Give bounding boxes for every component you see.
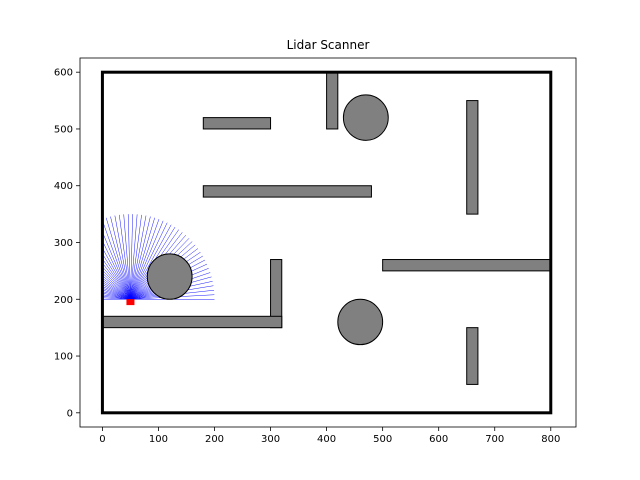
x-tick-label: 700 <box>485 434 504 445</box>
lidar-ray <box>130 224 172 300</box>
x-tick-label: 500 <box>373 434 392 445</box>
lidar-ray <box>102 272 131 300</box>
x-tick-label: 400 <box>317 434 336 445</box>
lidar-ray <box>102 287 131 300</box>
lidar-ray <box>130 217 155 300</box>
lidar-ray <box>102 220 131 300</box>
lidar-ray <box>130 216 151 300</box>
lidar-ray <box>102 295 131 300</box>
obstacle-rect <box>101 315 283 329</box>
lidar-ray <box>102 266 131 300</box>
obstacle-rect <box>466 100 479 215</box>
y-tick-label: 600 <box>54 68 73 79</box>
plot-content <box>100 70 553 415</box>
y-tick-label: 200 <box>54 295 73 306</box>
obstacle-circle <box>337 298 384 346</box>
lidar-ray <box>102 289 131 300</box>
y-tick-label: 500 <box>54 124 73 135</box>
lidar-ray <box>102 275 131 300</box>
lidar-ray <box>130 220 164 300</box>
lidar-ray <box>123 214 131 300</box>
obstacle-rect <box>382 259 552 272</box>
lidar-ray <box>105 217 131 300</box>
obstacle-circle <box>342 94 389 141</box>
lidar-ray <box>102 292 131 300</box>
obstacle-rect <box>466 327 479 385</box>
lidar-ray <box>102 240 131 300</box>
lidar-ray <box>102 231 131 300</box>
lidar-ray <box>102 282 131 300</box>
obstacle-rect <box>326 71 339 130</box>
robot-marker <box>126 299 135 306</box>
lidar-ray <box>130 215 147 300</box>
lidar-ray <box>114 215 131 300</box>
lidar-ray <box>110 216 131 300</box>
x-tick-label: 300 <box>261 434 280 445</box>
x-tick-label: 200 <box>205 434 224 445</box>
lidar-ray <box>102 284 131 300</box>
y-tick-label: 400 <box>54 181 73 192</box>
plot-area: 0 100 200 300 400 500 600 700 800 0 100 200 300 400 50… <box>54 57 577 445</box>
x-tick-label: 800 <box>541 434 560 445</box>
obstacle-rect <box>202 185 372 198</box>
lidar-ray <box>102 294 131 300</box>
y-tick-label: 100 <box>54 352 73 363</box>
obstacle-circle <box>146 253 193 300</box>
lidar-ray <box>102 297 131 300</box>
lidar-ray <box>130 214 133 300</box>
x-tick-label: 0 <box>99 434 105 445</box>
lidar-ray <box>102 258 131 300</box>
lidar-ray <box>130 214 138 300</box>
boundary-wall <box>100 70 553 415</box>
lidar-ray <box>102 262 131 300</box>
x-tick-label: 600 <box>429 434 448 445</box>
lidar-ray <box>102 253 131 300</box>
lidar-ray <box>102 286 131 300</box>
y-tick-label: 300 <box>54 238 73 249</box>
lidar-ray <box>130 214 142 300</box>
lidar-ray <box>119 214 131 300</box>
chart-title: Lidar Scanner <box>287 38 370 52</box>
lidar-ray <box>102 247 131 300</box>
lidar-ray <box>130 219 160 300</box>
lidar-ray <box>102 280 131 300</box>
lidar-ray <box>102 277 131 300</box>
lidar-ray <box>102 291 131 300</box>
lidar-ray <box>127 214 131 300</box>
obstacle-rect <box>202 117 272 130</box>
lidar-ray <box>102 269 131 300</box>
y-tick-label: 0 <box>67 408 73 419</box>
x-tick-label: 100 <box>149 434 168 445</box>
lidar-ray <box>130 222 168 300</box>
